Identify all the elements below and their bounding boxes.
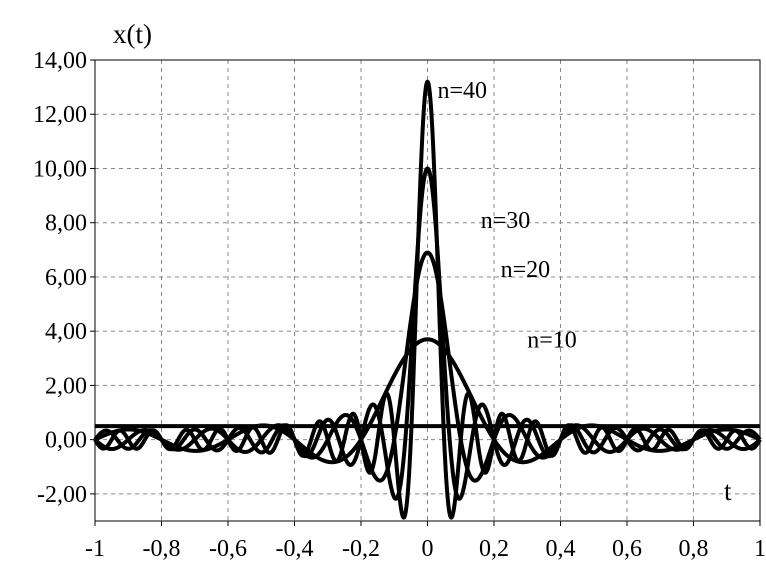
x-tick-label: 0 xyxy=(422,536,434,562)
x-tick-label: 0,2 xyxy=(479,536,509,562)
series-annotation: n=40 xyxy=(437,78,487,104)
x-tick-label: -1 xyxy=(85,536,105,562)
y-tick-label: 14,00 xyxy=(33,48,87,74)
y-tick-label: 10,00 xyxy=(33,156,87,182)
y-tick-label: -2,00 xyxy=(37,482,87,508)
y-tick-label: 6,00 xyxy=(45,265,87,291)
x-tick-label: 0,8 xyxy=(679,536,709,562)
series-line-n-30 xyxy=(93,166,762,501)
x-tick-labels: -1 -0,8 -0,6 -0,4 -0,2 0 0,2 0,4 0,6 0,8 1 xyxy=(85,521,766,562)
x-tick-label: -0,8 xyxy=(143,536,181,562)
series-annotation: n=30 xyxy=(481,208,531,234)
y-tick-label: 0,00 xyxy=(45,428,87,454)
x-tick-label: 0,6 xyxy=(612,536,642,562)
series-line-n-40 xyxy=(93,79,762,520)
series-layer xyxy=(93,79,762,520)
y-tick-label: 4,00 xyxy=(45,319,87,345)
series-line-n-20 xyxy=(93,250,762,483)
x-tick-label: -0,2 xyxy=(342,536,380,562)
series-annotation: n=10 xyxy=(527,327,577,353)
series-annotation: n=20 xyxy=(501,257,551,283)
annotations: n=40 n=30 n=20 n=10 xyxy=(437,78,576,353)
y-tick-label: 12,00 xyxy=(33,102,87,128)
x-axis-label: t xyxy=(724,476,732,506)
x-tick-label: 1 xyxy=(754,536,766,562)
y-axis-label: x(t) xyxy=(113,19,152,49)
x-tick-label: 0,4 xyxy=(546,536,576,562)
x-tick-label: -0,6 xyxy=(209,536,247,562)
x-tick-label: -0,4 xyxy=(276,536,314,562)
y-tick-label: 2,00 xyxy=(45,373,87,399)
y-tick-label: 8,00 xyxy=(45,211,87,237)
y-tick-labels: -2,00 0,00 2,00 4,00 6,00 8,00 10,00 12,00 14,00 xyxy=(33,48,95,508)
